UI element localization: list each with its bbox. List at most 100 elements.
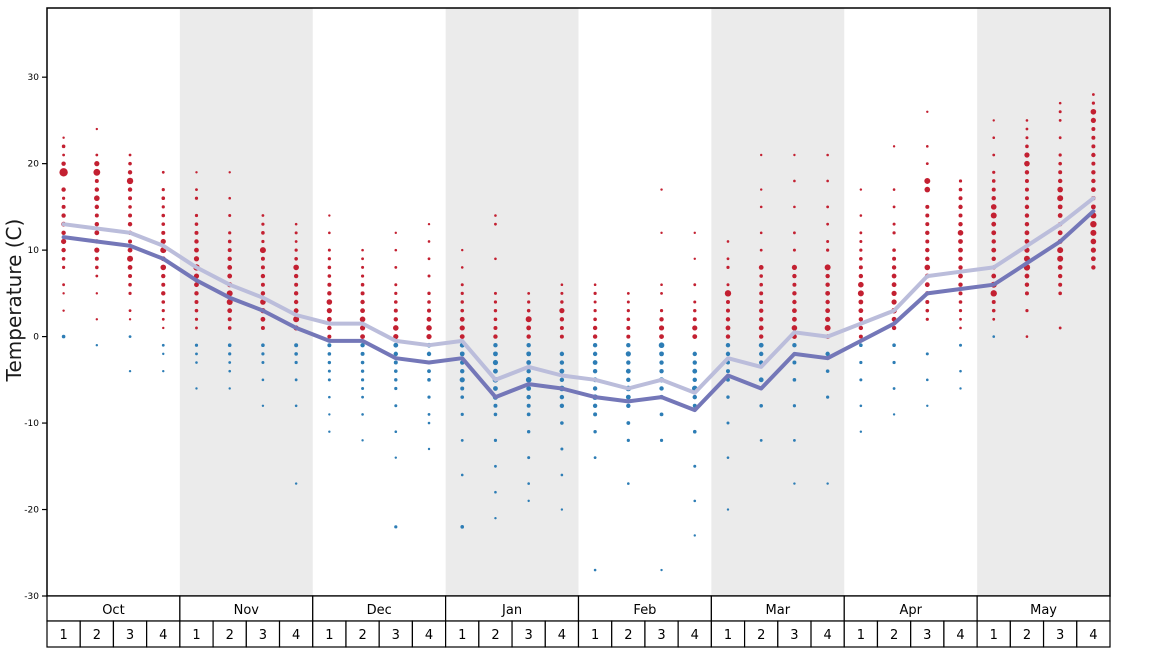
warm-dot [95, 274, 99, 278]
warm-dot [1025, 335, 1029, 338]
warm-dot [127, 170, 133, 175]
warm-dot [892, 188, 896, 191]
month-label: Mar [766, 603, 791, 618]
week-cell [810, 620, 845, 648]
cold-dot [228, 387, 231, 390]
cold-dot [393, 369, 398, 373]
warm-dot [957, 230, 964, 236]
cold-dot [792, 343, 797, 348]
warm-dot [459, 325, 465, 331]
cold-dot [394, 456, 397, 459]
warm-dot [195, 171, 198, 174]
cold-dot [792, 378, 797, 382]
warm-dot [726, 283, 730, 287]
cold-dot [892, 387, 896, 390]
cold-dot [526, 351, 532, 357]
cold-dot [427, 378, 431, 382]
warm-dot [857, 290, 864, 297]
cold-dot [459, 377, 465, 383]
warm-dot [62, 265, 66, 270]
warm-dot [327, 282, 332, 287]
warm-dot [161, 213, 166, 218]
week-label: 1 [990, 628, 998, 643]
week-cell [943, 620, 978, 648]
warm-dot [1025, 309, 1029, 313]
warm-dot [1024, 230, 1030, 236]
warm-dot [825, 308, 831, 314]
week-label: 1 [59, 628, 67, 643]
warm-dot [1091, 170, 1096, 175]
warm-dot [793, 205, 796, 209]
warm-dot [924, 186, 931, 193]
warm-dot [393, 317, 398, 322]
warm-dot [726, 265, 730, 270]
warm-dot [726, 240, 730, 243]
cold-dot [758, 342, 764, 348]
warm-dot [892, 222, 896, 226]
warm-dot [128, 282, 132, 287]
warm-dot [758, 265, 764, 270]
warm-dot [293, 308, 299, 314]
cold-dot [793, 438, 796, 442]
cold-dot [361, 439, 364, 442]
week-cell [212, 620, 247, 648]
warm-dot [161, 273, 166, 279]
cold-dot [261, 404, 265, 407]
warm-dot [161, 309, 165, 313]
warm-dot [1024, 221, 1030, 227]
month-label: Dec [367, 603, 392, 618]
week-cell [910, 620, 945, 648]
cold-dot [626, 343, 631, 348]
warm-dot [1058, 110, 1062, 114]
cold-dot [394, 378, 398, 382]
warm-dot [925, 317, 929, 321]
warm-dot [693, 300, 697, 304]
warm-dot [1024, 170, 1030, 175]
warm-dot [128, 239, 133, 244]
warm-dot [792, 273, 797, 279]
cold-dot [328, 413, 331, 416]
warm-dot [194, 300, 199, 304]
cold-dot [327, 352, 332, 356]
cold-dot [825, 369, 830, 373]
warm-dot [824, 264, 831, 271]
cold-dot [625, 368, 631, 374]
cold-dot [460, 386, 465, 391]
warm-dot [61, 144, 66, 149]
warm-dot [958, 179, 963, 183]
cold-dot [227, 343, 232, 348]
week-cell [345, 620, 380, 648]
cold-dot [792, 360, 797, 365]
warm-dot [128, 274, 133, 279]
warm-dot [925, 230, 930, 236]
warm-dot [95, 318, 99, 321]
warm-dot [61, 213, 66, 218]
warm-dot [128, 318, 132, 321]
warm-dot [958, 196, 963, 201]
cold-dot [659, 412, 664, 417]
cold-dot [294, 404, 298, 408]
cold-dot [825, 351, 830, 357]
month-cell [46, 595, 181, 622]
cold-dot [427, 395, 431, 399]
cold-dot [195, 361, 198, 364]
warm-dot [925, 300, 930, 304]
warm-dot [61, 204, 66, 209]
warm-dot [95, 292, 99, 295]
warm-dot [493, 308, 498, 313]
week-label: 3 [923, 628, 931, 643]
cold-dot [626, 377, 631, 383]
warm-dot [925, 308, 930, 313]
warm-dot [493, 291, 497, 295]
warm-dot [327, 274, 332, 278]
cold-dot [526, 368, 531, 374]
warm-dot [626, 291, 630, 295]
warm-dot [227, 317, 232, 322]
warm-dot [992, 136, 996, 140]
warm-dot [260, 325, 265, 330]
cold-dot [559, 360, 565, 365]
warm-dot [61, 187, 66, 192]
cold-dot [360, 369, 365, 373]
cold-dot [361, 386, 365, 390]
warm-dot [326, 316, 332, 322]
